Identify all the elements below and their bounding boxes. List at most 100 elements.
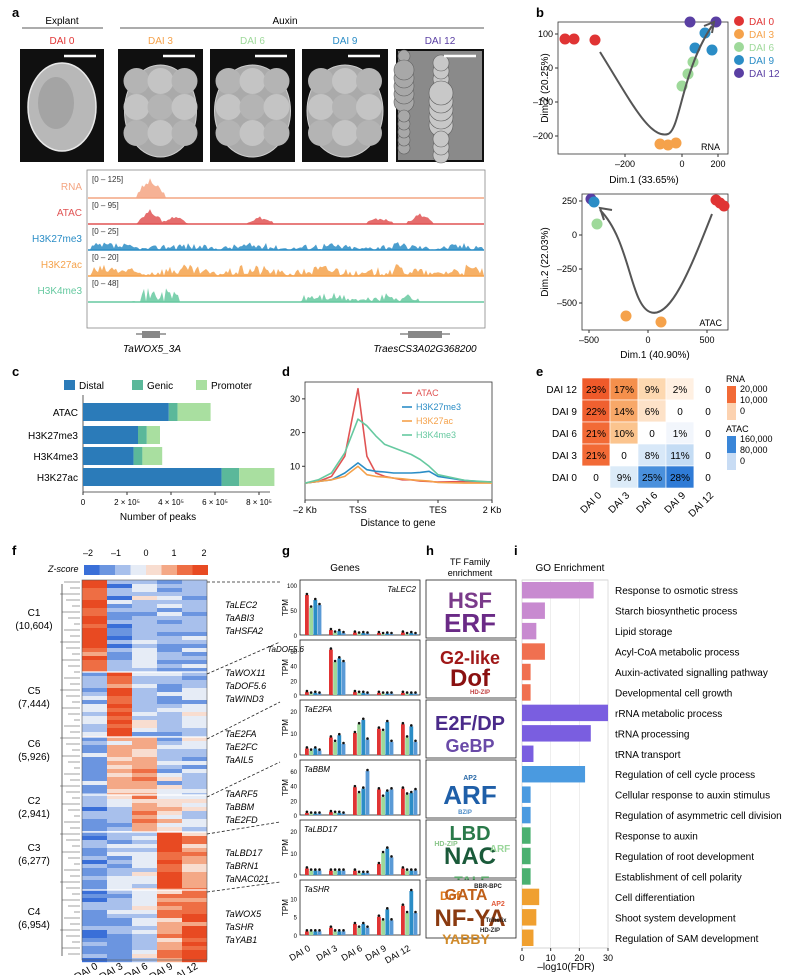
track-name-1: ATAC <box>57 208 82 219</box>
heatmap-cell <box>182 934 207 939</box>
g-bar <box>305 748 309 755</box>
heatmap-cell <box>82 799 107 804</box>
g-point <box>338 628 341 632</box>
heatmap-cell <box>157 765 182 770</box>
g-bar <box>401 724 405 755</box>
heatmap-cell <box>82 664 107 669</box>
heatmap-cell <box>182 640 207 645</box>
g-bar <box>389 789 394 815</box>
heatmap-cell <box>132 680 157 685</box>
heatmap-cell <box>182 876 207 881</box>
heatmap-cell <box>107 864 132 869</box>
g-point <box>405 735 409 738</box>
heatmap-cell <box>182 644 207 649</box>
heatmap-cell <box>157 898 182 903</box>
c-xlabel: Number of peaks <box>120 512 196 523</box>
heatmap-cell <box>82 946 107 951</box>
track-signal-1 <box>88 209 484 224</box>
g-point <box>314 811 317 814</box>
heatmap-cell <box>82 636 107 641</box>
g-bar <box>337 870 342 875</box>
g-bar <box>409 870 414 875</box>
heatmap-cell <box>107 604 132 609</box>
g-point <box>357 690 361 694</box>
g-ytick: 60 <box>290 770 297 776</box>
heatmap-cell <box>132 696 157 701</box>
heatmap-cell <box>82 604 107 609</box>
heatmap-cell <box>132 789 157 794</box>
zscore-swatch <box>146 565 162 575</box>
heatmap-cell <box>82 765 107 770</box>
heatmap-cell <box>132 664 157 669</box>
e-legend-rna-title: RNA <box>726 374 745 384</box>
e-cell-value: 25% <box>642 473 662 484</box>
g-point <box>386 691 389 694</box>
g-bar <box>389 857 394 875</box>
heatmap-cell <box>132 644 157 649</box>
track-range-3: [0 – 20] <box>92 253 119 262</box>
h-word: BZIP <box>458 810 472 816</box>
heatmap-cell <box>82 832 107 837</box>
zscore-swatch <box>161 565 177 575</box>
gene-name-traes: TraesCS3A02G368200 <box>373 344 477 355</box>
legend-label-2: DAI 6 <box>749 43 774 54</box>
heatmap-cell <box>82 600 107 605</box>
heatmap-cell <box>182 848 207 853</box>
rna-ytick: 0 <box>548 63 553 73</box>
pca-atac-point <box>655 316 667 328</box>
g-bar <box>361 924 366 935</box>
heatmap-cell <box>132 640 157 645</box>
heatmap-cell <box>157 930 182 935</box>
heatmap-cell <box>157 664 182 669</box>
heatmap-cell <box>107 898 132 903</box>
heatmap-cell <box>182 741 207 746</box>
track-signal-4 <box>88 288 484 302</box>
cluster-count-C6: (5,926) <box>18 752 50 763</box>
g-point <box>329 809 333 813</box>
g-bar <box>329 812 333 815</box>
rna-xtick: –200 <box>615 159 635 169</box>
g-point <box>386 846 389 849</box>
heatmap-cell <box>132 910 157 915</box>
heatmap-cell <box>82 580 107 585</box>
heatmap-cell <box>132 942 157 947</box>
callus-lobe <box>332 94 358 120</box>
heatmap-cell <box>107 749 132 754</box>
heatmap-cell <box>107 769 132 774</box>
heatmap-cell <box>182 823 207 828</box>
heatmap-cell <box>182 954 207 959</box>
heatmap-cell <box>82 811 107 816</box>
rna-trajectory-arrow <box>599 25 713 136</box>
g-bar <box>381 853 385 875</box>
heatmap-cell <box>132 636 157 641</box>
heatmap-cell <box>82 737 107 742</box>
heatmap-cell <box>82 761 107 766</box>
e-col-label-3: DAI 9 <box>663 490 689 516</box>
heatmap-cell <box>132 624 157 629</box>
heatmap-cell <box>157 868 182 873</box>
g-bar <box>361 719 366 755</box>
heatmap-cell <box>107 628 132 633</box>
g-bar <box>305 868 309 875</box>
callus-lobe <box>308 94 334 120</box>
pca-atac-frame <box>581 193 729 331</box>
e-cell-value: 1% <box>673 429 688 440</box>
heatmap-cell <box>107 815 132 820</box>
auxin-label: Auxin <box>272 16 297 27</box>
atac-xlabel: Dim.1 (40.90%) <box>620 350 689 361</box>
heatmap-cell <box>132 894 157 899</box>
e-legend-rna-tick: 10,000 <box>740 395 768 405</box>
legend-label-promoter: Promoter <box>211 381 253 392</box>
heatmap-cell <box>182 632 207 637</box>
panel-label-g: g <box>282 543 290 558</box>
c-bar-distal <box>83 468 222 486</box>
h-box-4 <box>425 819 517 879</box>
heatmap-cell <box>157 620 182 625</box>
callus-lobe <box>332 68 358 94</box>
legend-dot-0 <box>734 16 744 26</box>
g-bar <box>337 812 342 815</box>
g-bar <box>365 739 370 755</box>
g-point <box>401 903 405 906</box>
heatmap-cell <box>82 620 107 625</box>
heatmap-cell <box>132 596 157 601</box>
